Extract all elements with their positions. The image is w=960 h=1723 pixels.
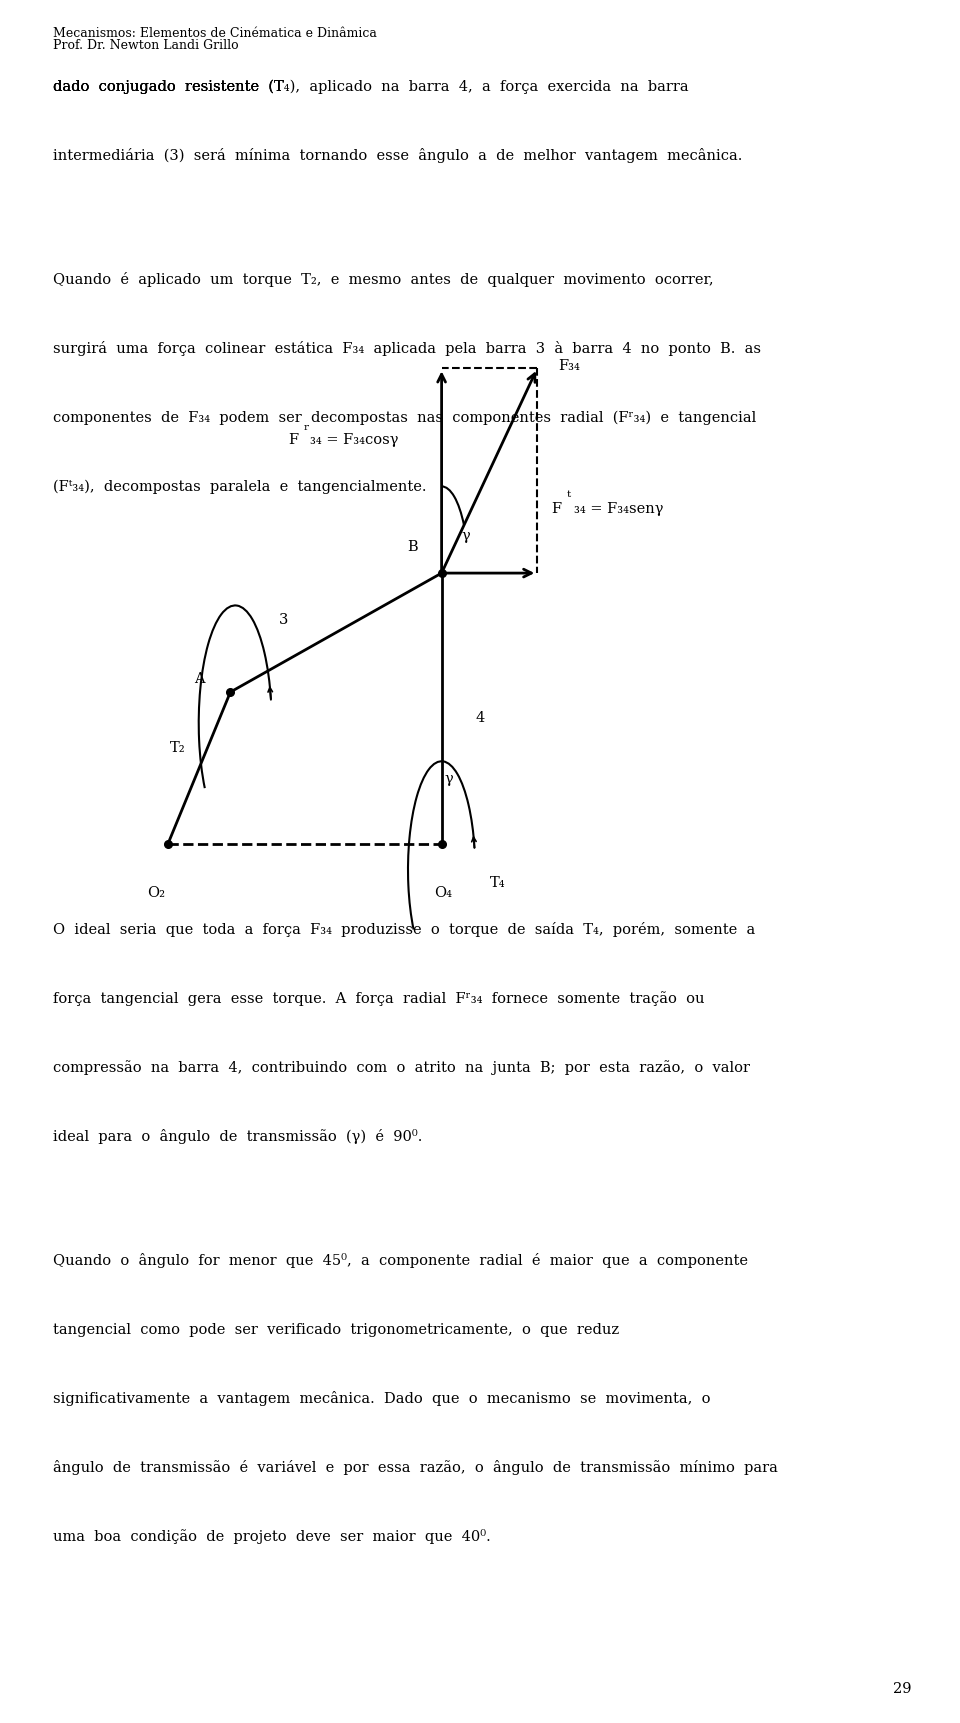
Text: F: F	[552, 501, 562, 515]
Text: (Fᵗ₃₄),  decompostas  paralela  e  tangencialmente.: (Fᵗ₃₄), decompostas paralela e tangencia…	[53, 479, 426, 495]
Text: O  ideal  seria  que  toda  a  força  F₃₄  produzisse  o  torque  de  saída  T₄,: O ideal seria que toda a força F₃₄ produ…	[53, 922, 756, 937]
Text: ideal  para  o  ângulo  de  transmissão  (γ)  é  90⁰.: ideal para o ângulo de transmissão (γ) é…	[53, 1129, 422, 1144]
Text: ângulo  de  transmissão  é  variável  e  por  essa  razão,  o  ângulo  de  trans: ângulo de transmissão é variável e por e…	[53, 1459, 778, 1475]
Text: significativamente  a  vantagem  mecânica.  Dado  que  o  mecanismo  se  movimen: significativamente a vantagem mecânica. …	[53, 1390, 710, 1406]
Text: Quando  é  aplicado  um  torque  T₂,  e  mesmo  antes  de  qualquer  movimento  : Quando é aplicado um torque T₂, e mesmo …	[53, 272, 713, 288]
Text: surgirá  uma  força  colinear  estática  F₃₄  aplicada  pela  barra  3  à  barra: surgirá uma força colinear estática F₃₄ …	[53, 341, 760, 357]
Text: O₄: O₄	[435, 886, 452, 899]
Text: B: B	[407, 539, 419, 553]
Text: 3: 3	[278, 612, 288, 627]
Text: F: F	[288, 432, 299, 446]
Text: 29: 29	[893, 1682, 911, 1695]
Text: Mecanismos: Elementos de Cinématica e Dinâmica: Mecanismos: Elementos de Cinématica e Di…	[53, 28, 376, 40]
Text: dado  conjugado  resistente  (T: dado conjugado resistente (T	[53, 79, 283, 95]
Text: ₃₄ = F₃₄cosγ: ₃₄ = F₃₄cosγ	[310, 432, 398, 446]
Text: ₃₄ = F₃₄senγ: ₃₄ = F₃₄senγ	[574, 501, 663, 515]
Text: intermediária  (3)  será  mínima  tornando  esse  ângulo  a  de  melhor  vantage: intermediária (3) será mínima tornando e…	[53, 148, 742, 164]
Text: γ: γ	[444, 772, 454, 786]
Text: F₃₄: F₃₄	[559, 358, 580, 372]
Text: dado  conjugado  resistente  (T₄),  aplicado  na  barra  4,  a  força  exercida : dado conjugado resistente (T₄), aplicado…	[53, 79, 688, 95]
Text: T₄: T₄	[490, 875, 505, 889]
Text: componentes  de  F₃₄  podem  ser  decompostas  nas  componentes  radial  (Fʳ₃₄) : componentes de F₃₄ podem ser decompostas…	[53, 410, 756, 426]
Text: Prof. Dr. Newton Landi Grillo: Prof. Dr. Newton Landi Grillo	[53, 40, 238, 52]
Text: Quando  o  ângulo  for  menor  que  45⁰,  a  componente  radial  é  maior  que  : Quando o ângulo for menor que 45⁰, a com…	[53, 1253, 748, 1268]
Text: r: r	[303, 422, 308, 432]
Text: γ: γ	[461, 529, 470, 543]
Text: O₂: O₂	[148, 886, 165, 899]
Text: 4: 4	[475, 710, 485, 725]
Text: A: A	[194, 672, 205, 686]
Text: tangencial  como  pode  ser  verificado  trigonometricamente,  o  que  reduz: tangencial como pode ser verificado trig…	[53, 1322, 619, 1337]
Text: T₂: T₂	[170, 741, 185, 755]
Text: compressão  na  barra  4,  contribuindo  com  o  atrito  na  junta  B;  por  est: compressão na barra 4, contribuindo com …	[53, 1060, 750, 1075]
Text: força  tangencial  gera  esse  torque.  A  força  radial  Fʳ₃₄  fornece  somente: força tangencial gera esse torque. A for…	[53, 991, 705, 1006]
Text: t: t	[567, 489, 571, 500]
Text: dado  conjugado  resistente  (T: dado conjugado resistente (T	[53, 79, 283, 95]
Text: uma  boa  condição  de  projeto  deve  ser  maior  que  40⁰.: uma boa condição de projeto deve ser mai…	[53, 1528, 491, 1544]
